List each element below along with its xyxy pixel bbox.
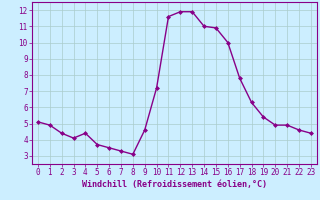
X-axis label: Windchill (Refroidissement éolien,°C): Windchill (Refroidissement éolien,°C) xyxy=(82,180,267,189)
